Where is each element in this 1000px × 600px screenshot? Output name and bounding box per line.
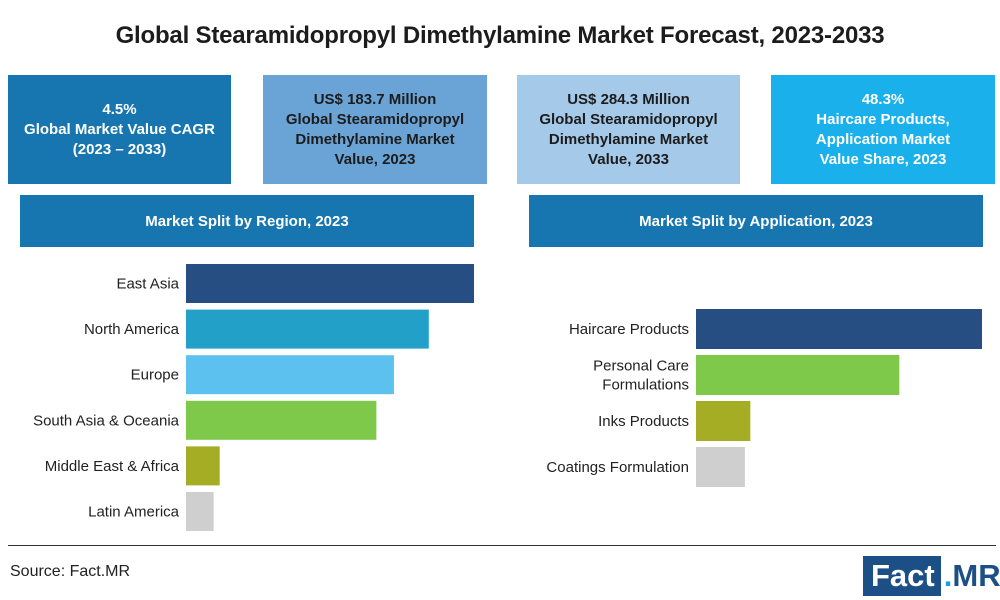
kpi-value-2033-label-3: Value, 2033 bbox=[588, 150, 669, 168]
kpi-share-label-3: Value Share, 2023 bbox=[819, 150, 947, 168]
region-bar-middle-east-africa bbox=[186, 446, 220, 486]
region-label-south-asia-oceania: South Asia & Oceania bbox=[33, 412, 180, 429]
kpi-share-value: 48.3% bbox=[861, 90, 905, 108]
kpi-value-2023-box: US$ 183.7 Million Global Stearamidopropy… bbox=[263, 75, 487, 184]
source-note: Source: Fact.MR bbox=[10, 563, 131, 580]
application-chart-banner: Market Split by Application, 2023 bbox=[529, 195, 983, 247]
logo-dot: . bbox=[943, 558, 953, 593]
application-bar-coatings-formulation bbox=[696, 447, 745, 487]
kpi-value-2023-label-3: Value, 2023 bbox=[334, 150, 416, 168]
region-label-north-america: North America bbox=[84, 321, 180, 338]
region-bar-east-asia bbox=[186, 264, 474, 303]
kpi-share-label-1: Haircare Products, bbox=[816, 110, 950, 128]
region-bar-chart: East Asia North America Europe South Asia &… bbox=[33, 264, 474, 531]
region-bar-north-america bbox=[186, 309, 429, 349]
kpi-cagr-box: 4.5% Global Market Value CAGR (2023 – 20… bbox=[8, 75, 231, 184]
factmr-logo: Fact . MR bbox=[863, 556, 1000, 596]
logo-fact-part: Fact bbox=[863, 556, 941, 596]
kpi-value-2033-box: US$ 284.3 Million Global Stearamidopropy… bbox=[517, 75, 740, 184]
kpi-cagr-label: Global Market Value CAGR bbox=[24, 120, 215, 138]
application-label-inks-products: Inks Products bbox=[598, 413, 689, 430]
kpi-value-2033-label-1: Global Stearamidopropyl bbox=[539, 110, 718, 128]
logo-mr-part: . MR bbox=[941, 556, 1000, 596]
kpi-cagr-value: 4.5% bbox=[102, 100, 137, 118]
application-bar-haircare-products bbox=[696, 309, 982, 349]
application-bar-chart: Haircare Products Personal Care Formulatio… bbox=[546, 309, 982, 487]
application-bar-personal-care-formulations bbox=[696, 355, 900, 395]
region-bar-europe bbox=[186, 355, 394, 395]
logo-mr-text: MR bbox=[952, 558, 1000, 593]
kpi-value-2023-amount: US$ 183.7 Million bbox=[313, 90, 437, 108]
kpi-share-label-2: Application Market bbox=[815, 130, 951, 148]
application-bar-inks-products bbox=[696, 401, 751, 441]
kpi-cagr-period: (2023 – 2033) bbox=[72, 140, 167, 158]
footer-divider bbox=[8, 545, 996, 546]
region-label-latin-america: Latin America bbox=[88, 504, 180, 521]
region-bar-south-asia-oceania bbox=[186, 400, 377, 440]
kpi-value-2033-label-2: Dimethylamine Market bbox=[548, 130, 709, 148]
application-label-coatings-formulation: Coatings Formulation bbox=[546, 459, 689, 476]
region-label-europe: Europe bbox=[131, 367, 179, 384]
kpi-value-2023-label-1: Global Stearamidopropyl bbox=[285, 110, 465, 128]
kpi-haircare-share-box: 48.3% Haircare Products, Application Mar… bbox=[771, 75, 995, 184]
region-bar-latin-america bbox=[186, 492, 214, 531]
region-label-middle-east-africa: Middle East & Africa bbox=[45, 458, 180, 475]
kpi-value-2033-amount: US$ 284.3 Million bbox=[567, 90, 690, 108]
region-chart-banner: Market Split by Region, 2023 bbox=[20, 195, 474, 247]
application-label-haircare-products: Haircare Products bbox=[569, 321, 689, 338]
chart-title: Global Stearamidopropyl Dimethylamine Ma… bbox=[115, 22, 885, 49]
region-label-east-asia: East Asia bbox=[116, 276, 179, 293]
application-label-personal-care-formulations: Personal Care Formulations bbox=[593, 358, 689, 394]
kpi-value-2023-label-2: Dimethylamine Market bbox=[295, 130, 455, 148]
